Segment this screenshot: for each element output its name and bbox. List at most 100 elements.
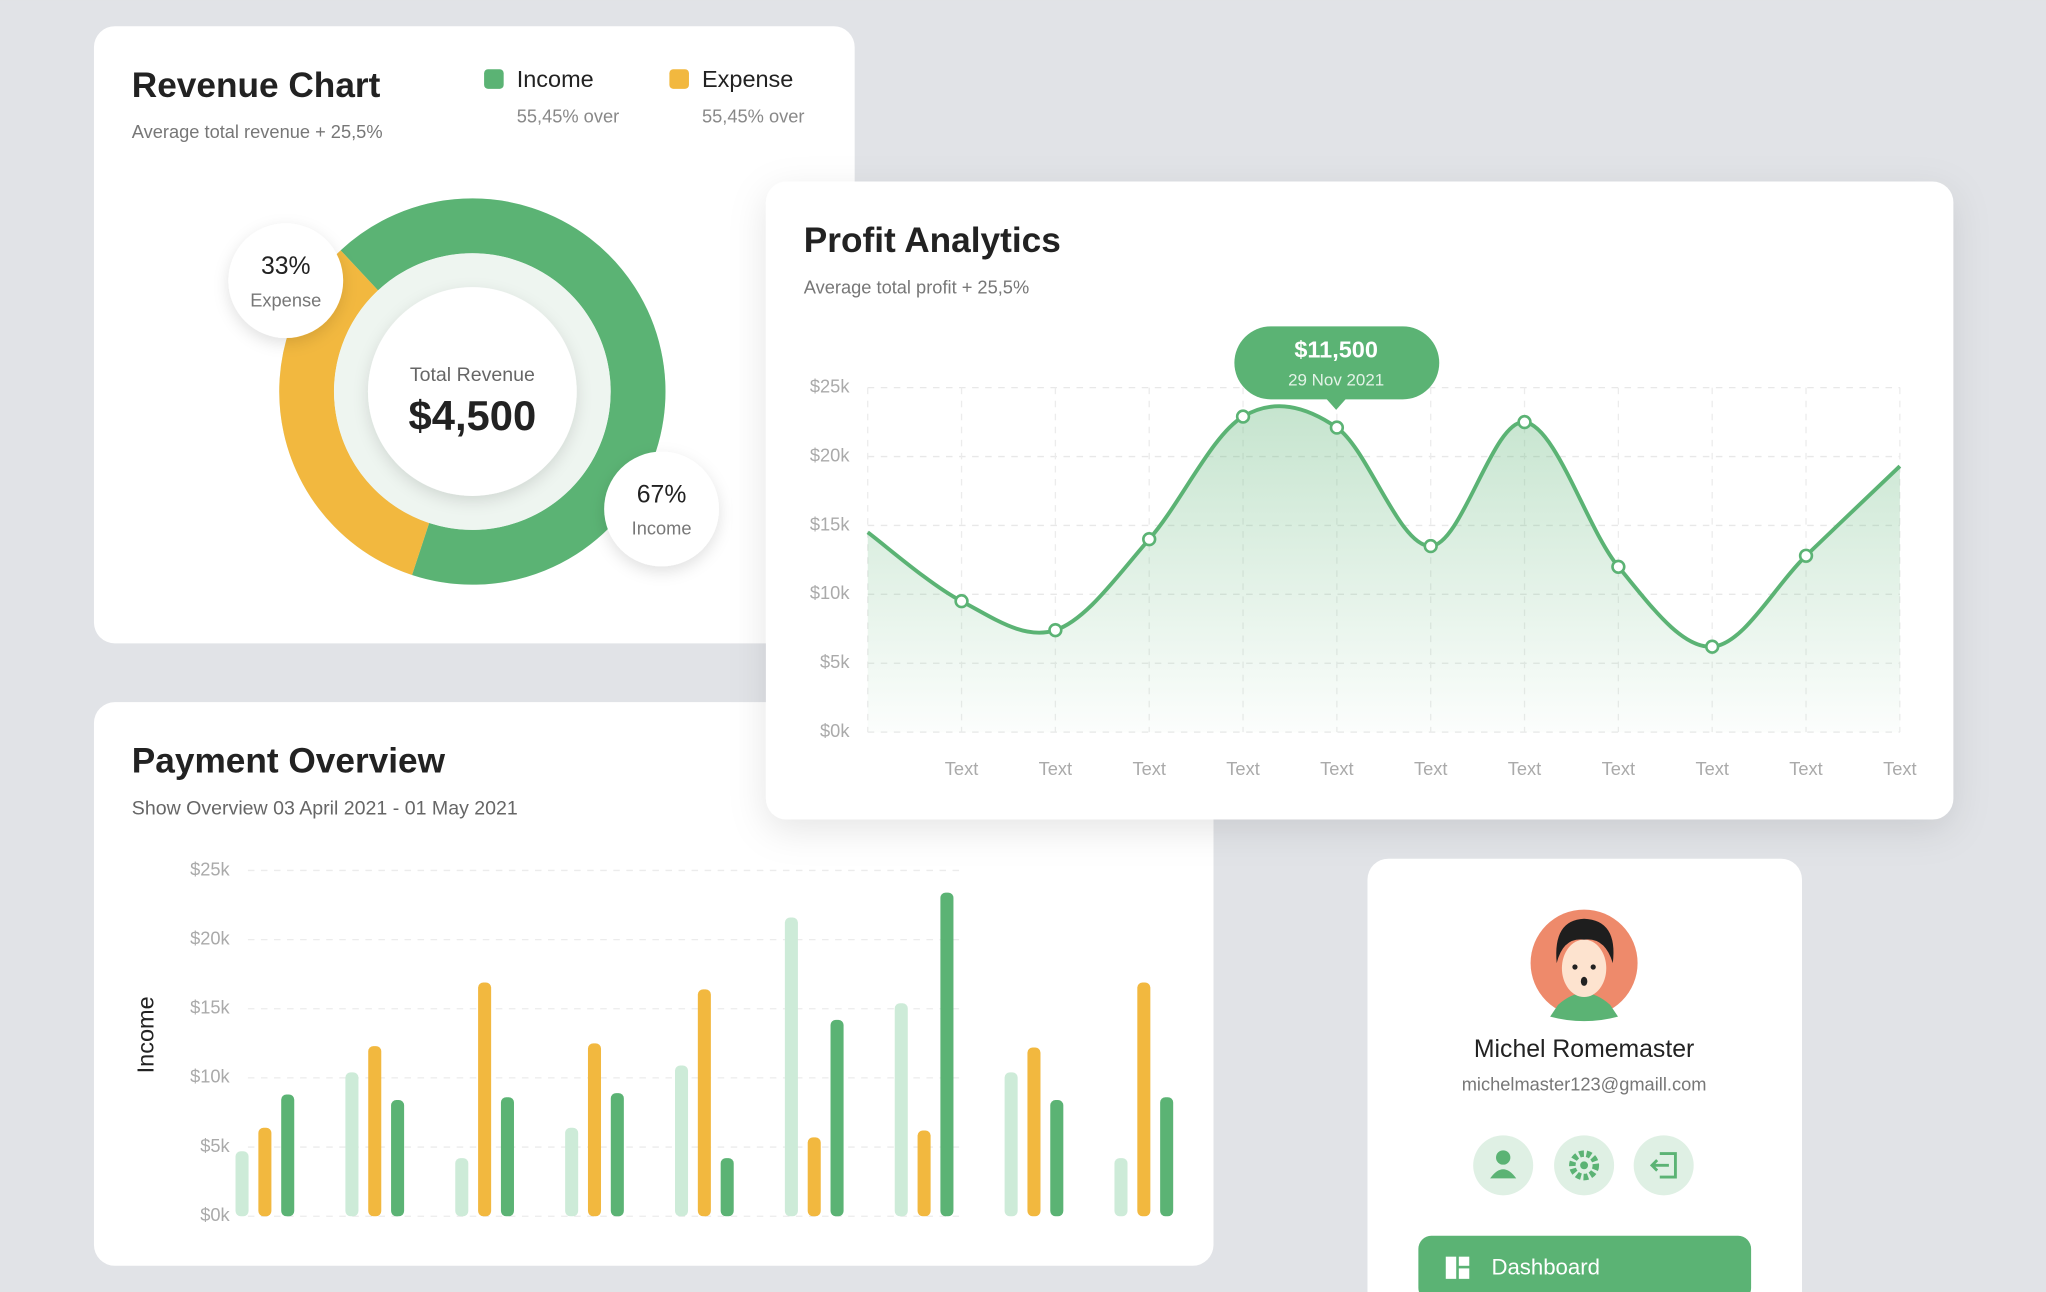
avatar-eye <box>1590 964 1596 970</box>
profile-card: Michel Romemaster michelmaster123@gmaill… <box>1367 858 1802 1292</box>
bar <box>784 917 798 1217</box>
payment-card: Payment Overview Show Overview 03 April 2… <box>93 702 1214 1266</box>
tooltip-value: $11,500 <box>1294 336 1378 362</box>
donut-center <box>367 287 577 496</box>
bar <box>610 1093 624 1217</box>
bar <box>1004 1072 1018 1217</box>
y-tick-label: $15k <box>810 513 850 534</box>
icon-gear <box>1580 1161 1588 1170</box>
icon-user <box>1490 1169 1517 1179</box>
bar <box>345 1072 359 1217</box>
legend-note: 55,45% over <box>702 105 804 126</box>
x-tick-label: Text <box>1226 758 1259 779</box>
point <box>1235 409 1251 424</box>
y-axis-label: Income <box>133 996 159 1073</box>
point <box>1705 639 1720 654</box>
x-tick-label: Text <box>1602 758 1635 779</box>
y-tick-label: $10k <box>190 1066 230 1087</box>
button[interactable] <box>1418 1235 1752 1292</box>
icon-gear <box>1569 1150 1600 1181</box>
point <box>1423 538 1438 554</box>
bar <box>455 1158 469 1217</box>
bar <box>1050 1100 1064 1217</box>
button-icon <box>1458 1256 1470 1266</box>
dashboard-button[interactable]: Dashboard <box>1418 1235 1752 1292</box>
point <box>1517 414 1532 430</box>
legend-label: Income <box>517 66 594 92</box>
donut-segment <box>340 198 666 585</box>
bar <box>720 1158 734 1217</box>
bar <box>368 1046 382 1217</box>
bar <box>1114 1158 1128 1217</box>
x-tick-label: Text <box>1039 758 1072 779</box>
point <box>1611 559 1626 574</box>
y-tick-label: $15k <box>190 997 230 1018</box>
point <box>954 594 969 609</box>
card <box>1367 858 1802 1292</box>
chart-subtitle: Average total profit + 25,5% <box>804 276 1029 297</box>
icon-user <box>1496 1150 1511 1165</box>
y-tick-label: $10k <box>810 582 850 603</box>
profile-icon[interactable] <box>1473 1135 1534 1196</box>
point <box>1048 622 1063 638</box>
value-label-name: Expense <box>250 289 321 310</box>
bar <box>830 1019 844 1217</box>
bar <box>587 1043 602 1217</box>
y-tick-label: $0k <box>820 720 850 741</box>
tooltip-date: 29 Nov 2021 <box>1288 371 1384 390</box>
y-tick-label: $0k <box>200 1204 230 1225</box>
y-tick-label: $20k <box>810 444 850 465</box>
y-tick-label: $25k <box>810 375 850 396</box>
x-tick-label: Text <box>1789 758 1822 779</box>
avatar-mouth <box>1580 976 1588 986</box>
legend-swatch <box>669 69 689 89</box>
logout-icon[interactable] <box>1633 1135 1694 1196</box>
point <box>1798 548 1814 563</box>
y-tick-label: $25k <box>190 858 230 879</box>
icon-bg[interactable] <box>1473 1135 1534 1196</box>
bar <box>258 1127 272 1217</box>
bar <box>940 892 954 1217</box>
bar <box>697 989 711 1217</box>
label-bubble <box>228 223 344 339</box>
value-label: 67% <box>637 481 687 508</box>
profile-email: michelmaster123@gmaill.com <box>1462 1074 1707 1095</box>
profile-name: Michel Romemaster <box>1474 1036 1694 1063</box>
y-tick-label: $5k <box>200 1135 230 1156</box>
tooltip <box>1234 326 1440 400</box>
avatar-shirt <box>1550 993 1619 1022</box>
label-bubble <box>604 451 719 567</box>
value-label: 33% <box>261 253 311 280</box>
avatar-eye <box>1572 964 1578 970</box>
x-tick-label: Text <box>1508 758 1541 779</box>
tooltip-pointer <box>1325 398 1347 410</box>
bar <box>565 1127 579 1217</box>
center-label: Total Revenue <box>410 364 535 386</box>
icon-logout <box>1649 1152 1677 1179</box>
point <box>1142 532 1157 547</box>
x-tick-label: Text <box>1883 758 1916 779</box>
chart-title: Payment Overview <box>132 742 446 781</box>
bar <box>391 1100 405 1217</box>
legend-note: 55,45% over <box>517 105 619 126</box>
bar <box>674 1065 689 1217</box>
chart-subtitle: Show Overview 03 April 2021 - 01 May 202… <box>132 797 518 819</box>
center-value: $4,500 <box>409 392 537 439</box>
button-label: Dashboard <box>1491 1254 1599 1279</box>
x-tick-label: Text <box>1320 758 1353 779</box>
revenue-card: Revenue Chart Average total revenue + 25,… <box>93 26 855 644</box>
bar <box>807 1137 821 1217</box>
x-tick-label: Text <box>1695 758 1728 779</box>
legend-swatch <box>484 69 504 89</box>
bar <box>1027 1047 1041 1217</box>
value-label-name: Income <box>632 518 692 539</box>
button-icon <box>1458 1268 1470 1279</box>
settings-icon[interactable] <box>1554 1135 1615 1196</box>
bar <box>235 1151 249 1217</box>
profit-card: Profit Analytics Average total profit + 2… <box>765 181 1954 820</box>
bar <box>894 1003 908 1217</box>
legend-label: Expense <box>702 66 793 92</box>
bar <box>1160 1097 1174 1217</box>
